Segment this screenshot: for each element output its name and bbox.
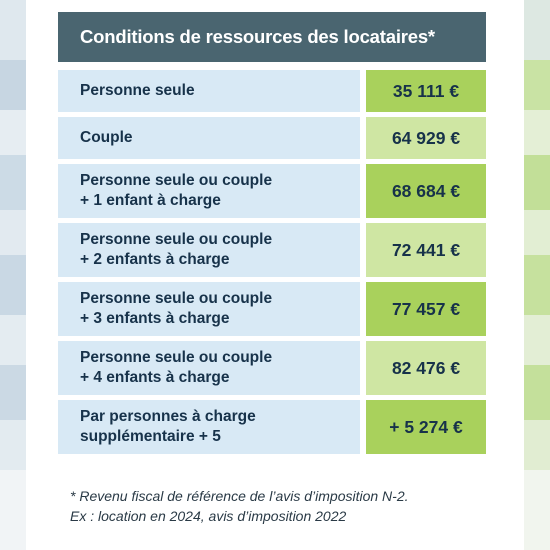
table-row: Couple 64 929 € [58,117,486,159]
footnote-line: Ex : location en 2024, avis d’imposition… [70,508,347,524]
right-edge-blur [524,0,550,550]
row-value: 77 457 € [366,282,486,336]
row-label-line: + 1 enfant à charge [80,192,221,209]
row-label: Personne seule ou couple + 2 enfants à c… [58,223,360,277]
table-row: Personne seule ou couple + 2 enfants à c… [58,223,486,277]
row-value: 68 684 € [366,164,486,218]
table-row: Personne seule 35 111 € [58,70,486,112]
row-label: Couple [58,117,360,159]
row-label: Personne seule ou couple + 3 enfants à c… [58,282,360,336]
row-value: 82 476 € [366,341,486,395]
table-row: Par personnes à charge supplémentaire + … [58,400,486,454]
row-value: 64 929 € [366,117,486,159]
row-value: 35 111 € [366,70,486,112]
row-label-line: Personne seule ou couple [80,349,273,366]
row-label: Personne seule [58,70,360,112]
row-label: Personne seule ou couple + 1 enfant à ch… [58,164,360,218]
left-edge-blur [0,0,26,550]
row-label-line: + 2 enfants à charge [80,251,230,268]
row-label-line: + 4 enfants à charge [80,369,230,386]
row-label-line: supplémentaire + 5 [80,428,221,445]
income-table: Conditions de ressources des locataires*… [58,12,486,459]
table-row: Personne seule ou couple + 3 enfants à c… [58,282,486,336]
row-label-line: Personne seule ou couple [80,231,273,248]
row-label: Par personnes à charge supplémentaire + … [58,400,360,454]
row-value: + 5 274 € [366,400,486,454]
row-label-line: Couple [80,129,133,146]
row-label-line: Personne seule [80,82,195,99]
row-label-line: Par personnes à charge [80,408,256,425]
row-label-line: Personne seule ou couple [80,172,273,189]
table-title: Conditions de ressources des locataires* [58,12,486,62]
footnote: * Revenu fiscal de référence de l’avis d… [70,486,510,526]
table-row: Personne seule ou couple + 1 enfant à ch… [58,164,486,218]
row-value: 72 441 € [366,223,486,277]
row-label-line: Personne seule ou couple [80,290,273,307]
table-row: Personne seule ou couple + 4 enfants à c… [58,341,486,395]
row-label: Personne seule ou couple + 4 enfants à c… [58,341,360,395]
row-label-line: + 3 enfants à charge [80,310,230,327]
footnote-line: * Revenu fiscal de référence de l’avis d… [70,488,409,504]
table-body: Personne seule 35 111 € Couple 64 929 € … [58,70,486,454]
